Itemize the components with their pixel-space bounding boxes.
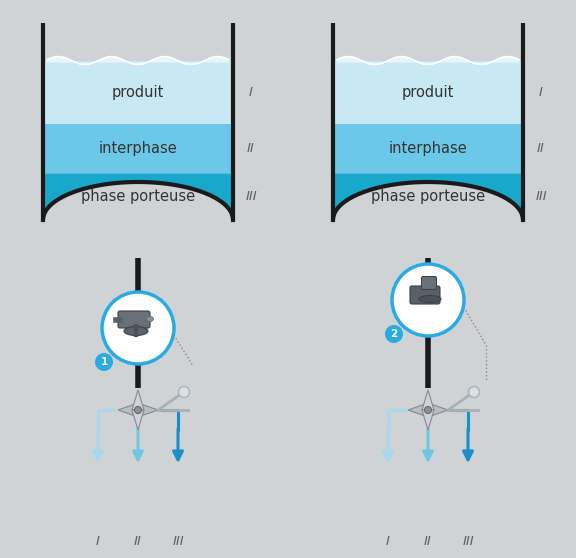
Polygon shape xyxy=(132,390,144,410)
Polygon shape xyxy=(118,403,138,417)
Polygon shape xyxy=(422,390,434,410)
Polygon shape xyxy=(138,403,158,417)
Circle shape xyxy=(425,406,431,413)
FancyBboxPatch shape xyxy=(422,277,437,290)
Text: I: I xyxy=(539,86,543,99)
Circle shape xyxy=(385,325,403,343)
Polygon shape xyxy=(408,403,428,417)
Circle shape xyxy=(179,387,190,397)
Text: II: II xyxy=(134,535,142,548)
Circle shape xyxy=(468,387,479,397)
Text: I: I xyxy=(386,535,390,548)
Text: 1: 1 xyxy=(100,357,108,367)
Polygon shape xyxy=(45,174,231,220)
Text: III: III xyxy=(535,190,547,203)
Text: I: I xyxy=(249,86,253,99)
Circle shape xyxy=(392,264,464,336)
FancyBboxPatch shape xyxy=(118,311,150,328)
Polygon shape xyxy=(422,410,434,430)
Text: III: III xyxy=(462,535,474,548)
Ellipse shape xyxy=(146,316,153,321)
Text: produit: produit xyxy=(112,85,164,100)
Ellipse shape xyxy=(124,326,148,335)
Text: phase porteuse: phase porteuse xyxy=(371,189,485,204)
Circle shape xyxy=(102,292,174,364)
Text: produit: produit xyxy=(402,85,454,100)
Circle shape xyxy=(95,353,113,371)
Text: I: I xyxy=(96,535,100,548)
Text: III: III xyxy=(245,190,257,203)
Text: II: II xyxy=(247,142,255,155)
Text: interphase: interphase xyxy=(98,141,177,156)
Polygon shape xyxy=(428,403,448,417)
FancyBboxPatch shape xyxy=(410,286,440,304)
Text: II: II xyxy=(424,535,432,548)
Text: interphase: interphase xyxy=(389,141,467,156)
Circle shape xyxy=(135,406,142,413)
Text: II: II xyxy=(537,142,545,155)
Polygon shape xyxy=(132,410,144,430)
Ellipse shape xyxy=(419,296,441,302)
Text: 2: 2 xyxy=(391,329,397,339)
Text: phase porteuse: phase porteuse xyxy=(81,189,195,204)
Polygon shape xyxy=(335,174,521,220)
Text: III: III xyxy=(172,535,184,548)
